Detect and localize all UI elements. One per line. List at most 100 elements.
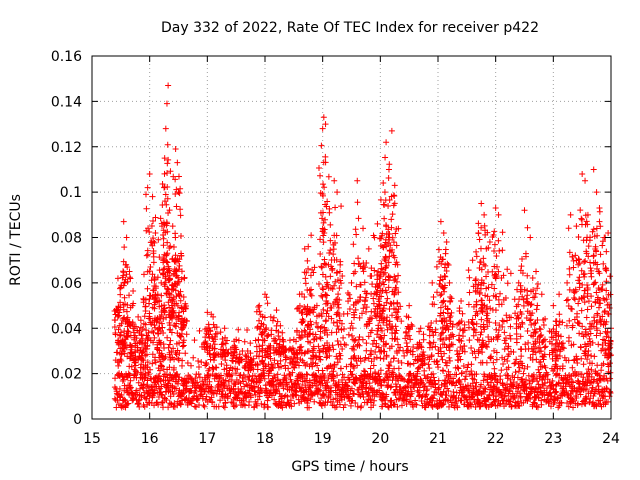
data-point	[507, 270, 514, 277]
data-point	[247, 392, 254, 399]
data-point	[534, 404, 541, 411]
data-point	[536, 384, 543, 391]
data-point	[126, 363, 133, 370]
data-point	[485, 396, 492, 403]
data-point	[152, 292, 159, 299]
data-point	[317, 334, 324, 341]
data-point	[472, 277, 479, 284]
data-point	[468, 361, 475, 368]
data-point	[575, 300, 582, 307]
data-point	[407, 370, 414, 377]
data-point	[340, 334, 347, 341]
data-point	[151, 305, 158, 312]
data-point	[118, 282, 125, 289]
data-point	[268, 392, 275, 399]
data-point	[519, 378, 526, 385]
data-point	[181, 390, 188, 397]
data-point	[578, 221, 585, 228]
data-point	[286, 337, 293, 344]
data-point	[149, 328, 156, 335]
data-point	[564, 279, 571, 286]
data-point	[583, 396, 590, 403]
data-point	[354, 362, 361, 369]
data-point	[596, 218, 603, 225]
data-point	[538, 291, 545, 298]
data-point	[154, 291, 161, 298]
data-point	[586, 237, 593, 244]
data-point	[336, 356, 343, 363]
data-point	[335, 291, 342, 298]
data-point	[327, 247, 334, 254]
data-point	[388, 127, 395, 134]
data-point	[387, 384, 394, 391]
data-point	[322, 318, 329, 325]
data-point	[342, 401, 349, 408]
data-point	[384, 295, 391, 302]
data-point	[151, 239, 158, 246]
data-point	[455, 336, 462, 343]
data-point	[264, 403, 271, 410]
x-tick-label: 17	[198, 431, 216, 447]
data-point	[472, 354, 479, 361]
data-point	[497, 290, 504, 297]
data-point	[491, 365, 498, 372]
data-point	[168, 329, 175, 336]
data-point	[375, 370, 382, 377]
data-point	[121, 339, 128, 346]
data-point	[389, 211, 396, 218]
data-point	[595, 304, 602, 311]
data-point	[327, 273, 334, 280]
data-point	[398, 402, 405, 409]
data-point	[312, 372, 319, 379]
data-point	[118, 391, 125, 398]
data-point	[385, 362, 392, 369]
data-point	[192, 388, 199, 395]
data-point	[520, 370, 527, 377]
data-point	[607, 273, 614, 280]
data-point	[184, 360, 191, 367]
data-point	[219, 387, 226, 394]
data-point	[173, 385, 180, 392]
data-point	[576, 330, 583, 337]
data-point	[158, 352, 165, 359]
x-tick-label: 23	[544, 431, 562, 447]
data-point	[195, 364, 202, 371]
data-point	[157, 315, 164, 322]
data-point	[158, 302, 165, 309]
data-point	[232, 370, 239, 377]
data-point	[493, 393, 500, 400]
data-point	[221, 381, 228, 388]
data-point	[463, 393, 470, 400]
data-point	[512, 359, 519, 366]
y-tick-label: 0.12	[51, 140, 82, 156]
data-point	[307, 396, 314, 403]
data-point	[166, 277, 173, 284]
data-point	[179, 397, 186, 404]
data-point	[274, 360, 281, 367]
data-point	[343, 363, 350, 370]
x-tick-label: 18	[256, 431, 274, 447]
data-point	[480, 377, 487, 384]
data-point	[337, 365, 344, 372]
data-point	[487, 379, 494, 386]
data-point	[437, 292, 444, 299]
data-point	[254, 362, 261, 369]
data-point	[524, 327, 531, 334]
data-point	[274, 371, 281, 378]
data-point	[595, 341, 602, 348]
data-point	[229, 400, 236, 407]
data-point	[158, 292, 165, 299]
data-point	[386, 367, 393, 374]
data-point	[534, 280, 541, 287]
data-point	[318, 292, 325, 299]
x-tick-label: 20	[371, 431, 389, 447]
data-point	[124, 278, 131, 285]
data-point	[158, 320, 165, 327]
data-point	[386, 230, 393, 237]
data-point	[144, 377, 151, 384]
data-point	[213, 364, 220, 371]
data-point	[161, 281, 168, 288]
data-point	[482, 388, 489, 395]
x-tick-label: 22	[487, 431, 505, 447]
data-point	[523, 384, 530, 391]
